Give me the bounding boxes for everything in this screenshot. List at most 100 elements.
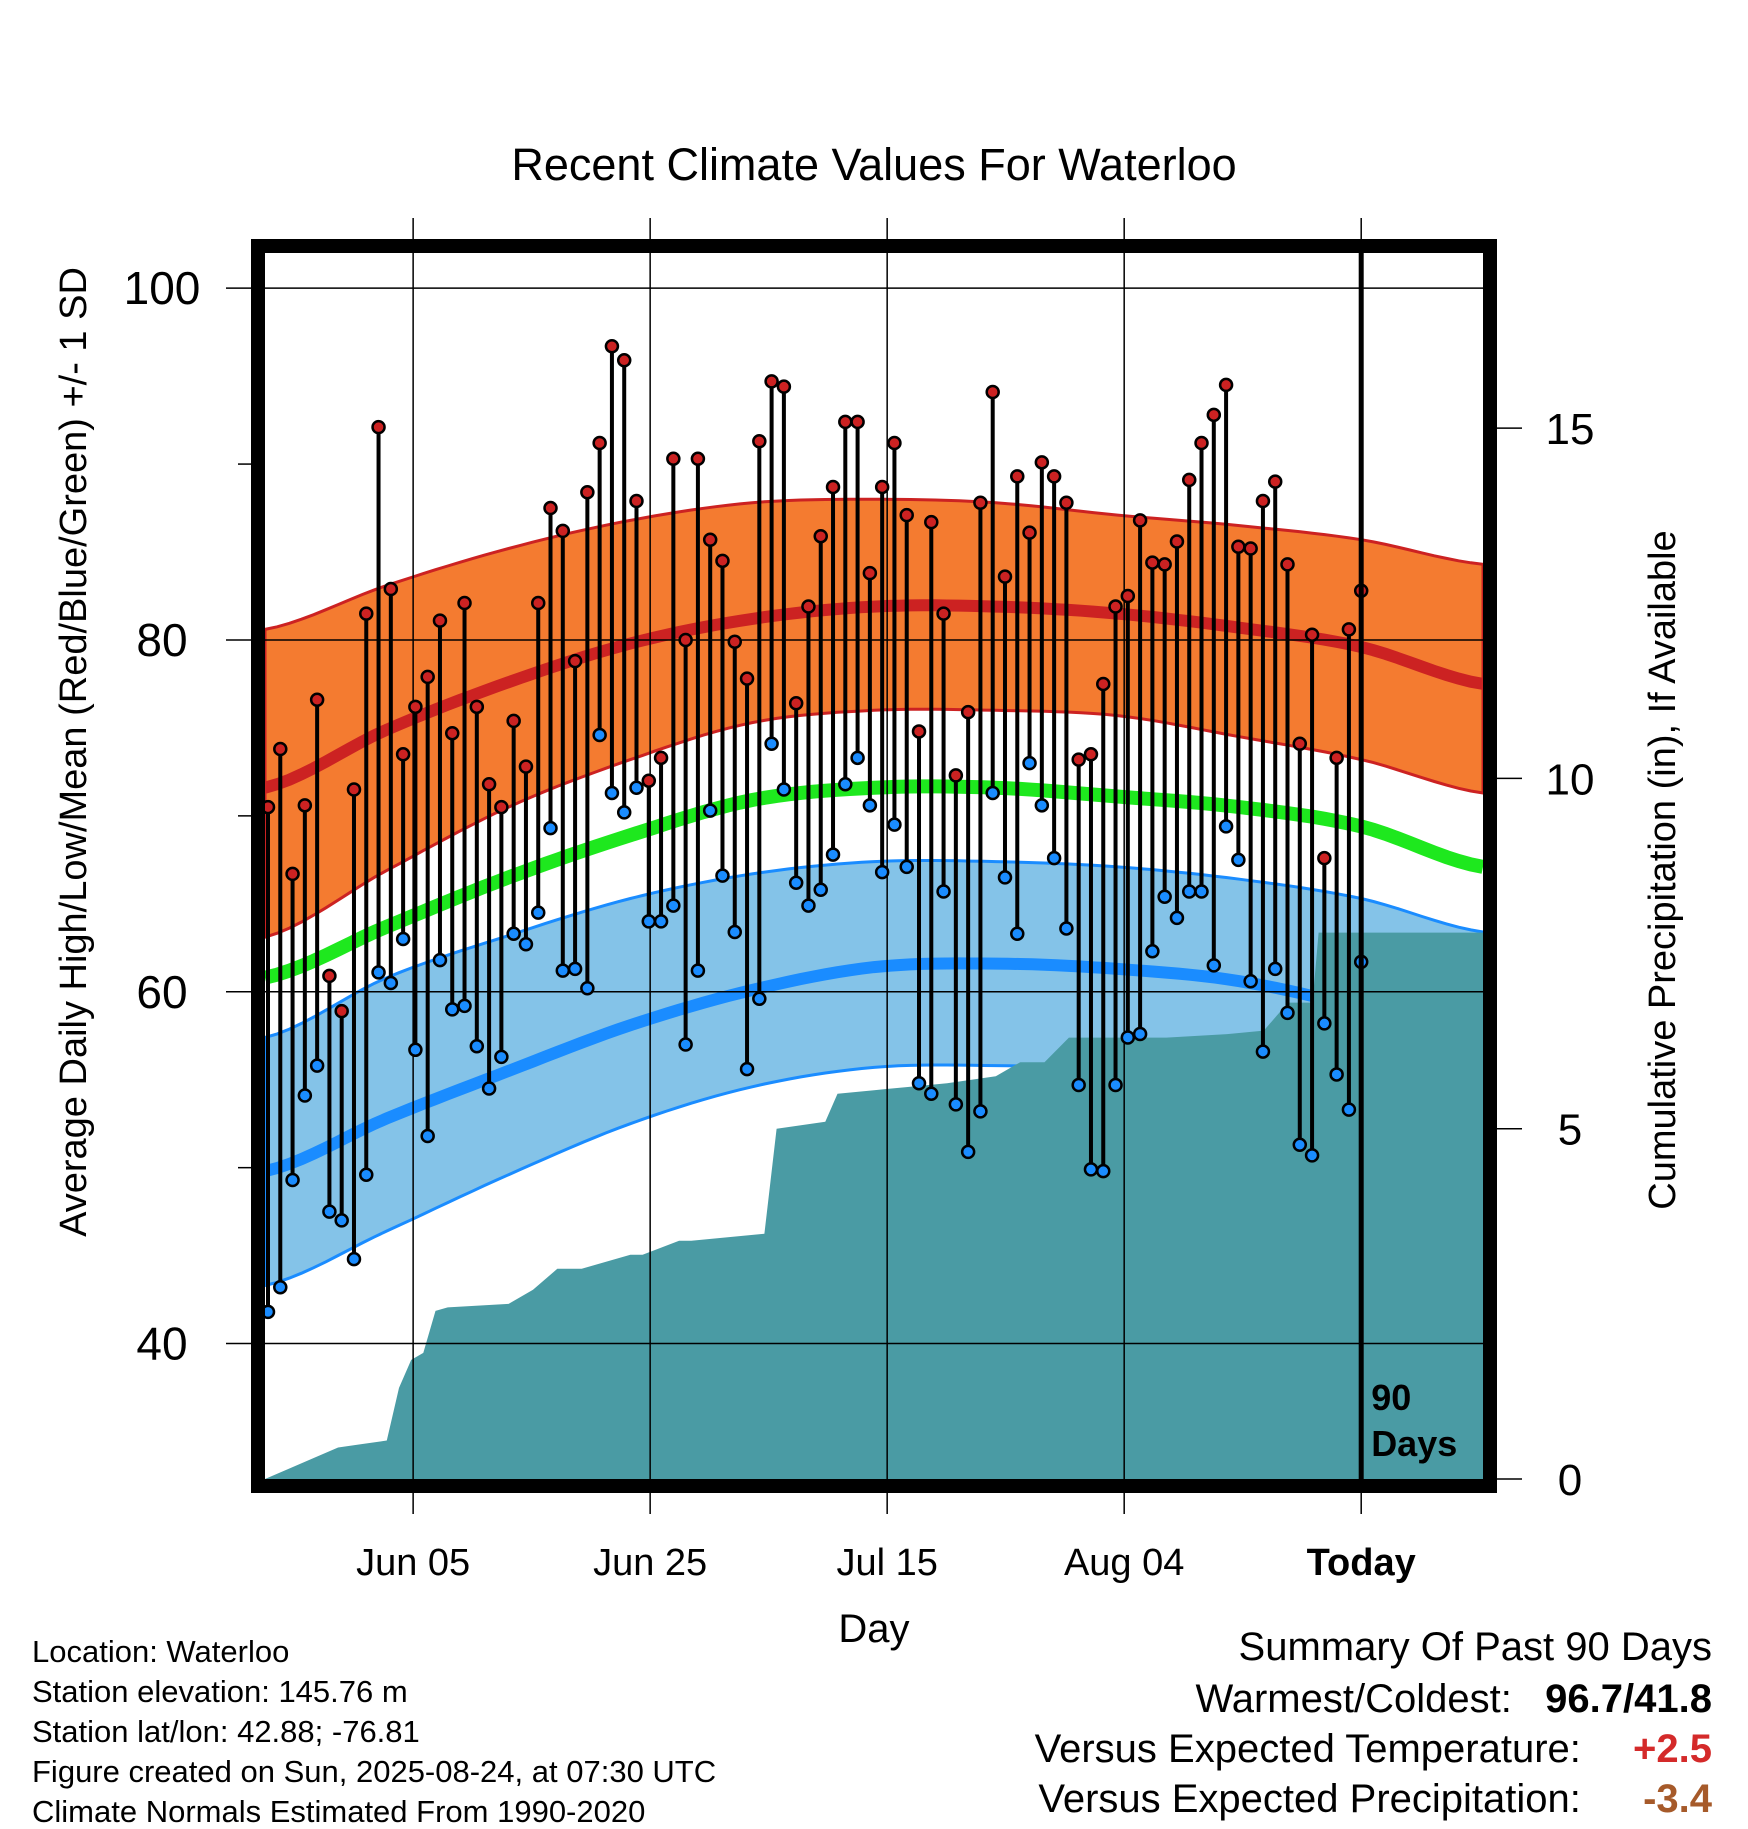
daily-high-point — [899, 507, 914, 523]
daily-low-point — [752, 991, 767, 1007]
daily-high-point — [825, 479, 841, 495]
daily-high-point — [1255, 493, 1271, 509]
daily-low-point — [1083, 1162, 1099, 1177]
daily-high-point — [653, 750, 669, 766]
daily-low-point — [1341, 1102, 1357, 1117]
daily-high-point — [1046, 469, 1062, 484]
chart-title: Recent Climate Values For Waterloo — [511, 139, 1236, 190]
daily-high-point — [985, 384, 1000, 400]
daily-low-point — [322, 1204, 337, 1219]
daily-high-point — [1108, 599, 1123, 614]
today-days-label: 90 — [1371, 1377, 1411, 1418]
daily-low-point — [444, 1002, 460, 1017]
summary-title: Summary Of Past 90 Days — [1238, 1625, 1712, 1669]
daily-low-point — [666, 898, 681, 913]
daily-high-point — [997, 569, 1013, 584]
info-normals: Climate Normals Estimated From 1990-2020 — [32, 1794, 646, 1829]
daily-low-point — [1010, 926, 1025, 941]
daily-high-point — [948, 768, 964, 783]
daily-low-point — [1317, 1016, 1332, 1031]
daily-high-point — [395, 747, 411, 762]
daily-high-point — [469, 699, 485, 715]
daily-high-point — [973, 495, 988, 511]
daily-high-point — [1329, 750, 1344, 766]
daily-low-point — [395, 931, 411, 947]
daily-low-point — [1046, 850, 1062, 866]
daily-low-point — [936, 884, 951, 899]
daily-high-point — [1304, 627, 1320, 642]
daily-low-point — [1255, 1044, 1271, 1059]
daily-low-point — [641, 914, 657, 929]
daily-high-point — [530, 595, 546, 611]
daily-high-point — [629, 493, 644, 509]
daily-high-point — [1280, 557, 1295, 572]
daily-high-point — [739, 671, 755, 686]
precip-area — [265, 932, 1483, 1479]
daily-low-point — [432, 952, 448, 968]
y2-tick-label: 5 — [1558, 1106, 1582, 1155]
daily-high-point — [911, 724, 927, 739]
daily-low-point — [678, 1037, 693, 1052]
daily-high-point — [432, 613, 448, 628]
daily-low-point — [309, 1058, 325, 1073]
daily-low-point — [690, 963, 706, 978]
daily-high-point — [1206, 407, 1222, 423]
daily-low-point — [1096, 1163, 1111, 1179]
daily-high-point — [420, 669, 435, 685]
daily-high-point — [1120, 588, 1136, 604]
summary-temp: Versus Expected Temperature: +2.5 — [1035, 1729, 1712, 1769]
daily-high-point — [457, 595, 472, 611]
daily-low-point — [1132, 1026, 1148, 1042]
daily-high-point — [322, 968, 337, 984]
x-tick-label: Jul 15 — [836, 1542, 937, 1584]
daily-low-point — [1231, 852, 1246, 868]
daily-low-point — [776, 782, 792, 797]
daily-low-point — [457, 998, 472, 1014]
daily-low-point — [973, 1104, 988, 1119]
daily-low-point — [592, 727, 607, 743]
info-created: Figure created on Sun, 2025-08-24, at 07… — [32, 1754, 717, 1789]
daily-high-point — [727, 634, 743, 649]
daily-high-point — [1169, 534, 1185, 549]
daily-low-point — [1108, 1077, 1123, 1093]
daily-low-point — [727, 924, 743, 940]
daily-low-point — [530, 905, 546, 920]
daily-low-point — [788, 875, 804, 890]
daily-low-point — [408, 1042, 423, 1058]
daily-low-point — [1071, 1077, 1086, 1093]
daily-low-point — [862, 798, 878, 813]
y2-tick-label: 10 — [1546, 755, 1595, 804]
y2-tick-label: 15 — [1546, 405, 1595, 454]
daily-low-point — [1181, 884, 1197, 899]
daily-high-point — [1317, 850, 1332, 866]
warmest-value: 96.7 — [1545, 1677, 1624, 1721]
daily-low-point — [1194, 884, 1209, 899]
daily-low-point — [739, 1061, 755, 1077]
daily-low-point — [887, 817, 902, 832]
daily-low-point — [383, 975, 399, 991]
daily-low-point — [715, 868, 730, 883]
daily-high-point — [1157, 557, 1172, 572]
warm-cold-label: Warmest/Coldest: — [1195, 1677, 1512, 1721]
daily-low-point — [874, 864, 890, 880]
daily-low-point — [481, 1081, 497, 1096]
daily-high-point — [1231, 539, 1246, 554]
daily-high-point — [1341, 622, 1357, 637]
daily-low-point — [911, 1075, 927, 1091]
daily-low-point — [1059, 921, 1074, 936]
daily-low-point — [997, 870, 1013, 885]
daily-high-point — [690, 451, 706, 467]
daily-low-point — [1304, 1148, 1320, 1163]
daily-high-point — [764, 374, 779, 389]
coldest-value: 41.8 — [1634, 1677, 1712, 1721]
temp-anomaly-value: +2.5 — [1633, 1727, 1712, 1771]
daily-high-point — [936, 606, 951, 621]
daily-low-point — [567, 961, 583, 977]
daily-low-point — [1243, 973, 1258, 989]
daily-low-point — [1157, 889, 1172, 905]
daily-low-point — [1034, 798, 1050, 813]
daily-high-point — [616, 353, 632, 368]
daily-high-point — [1083, 747, 1099, 762]
daily-low-point — [1206, 958, 1222, 973]
daily-low-point — [518, 937, 534, 952]
